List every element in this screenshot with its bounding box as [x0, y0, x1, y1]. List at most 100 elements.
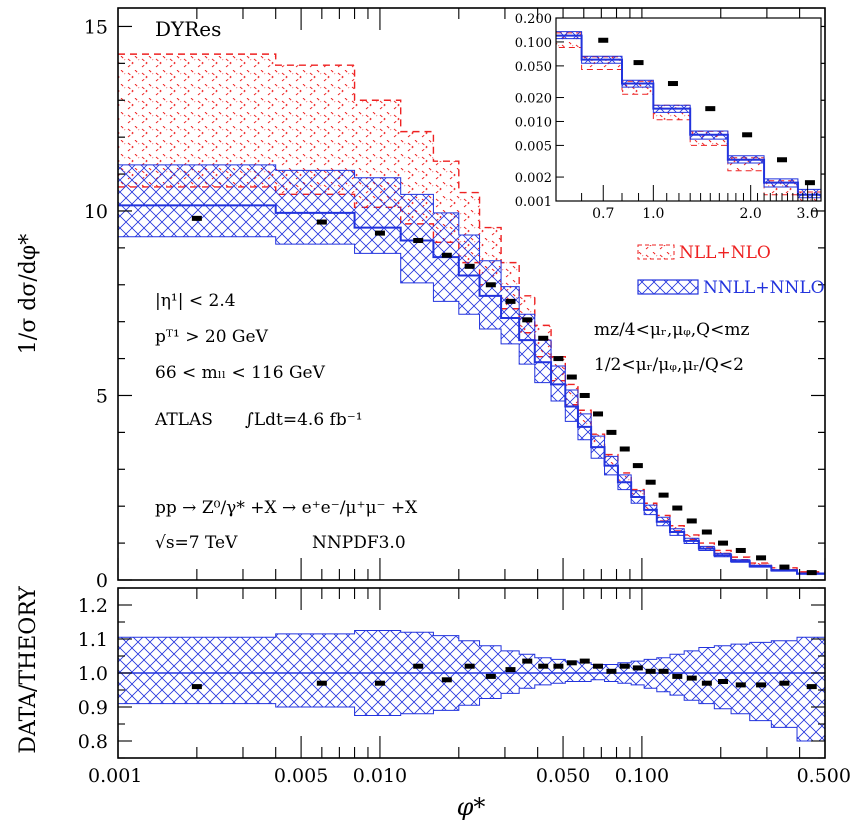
data-point: [553, 356, 564, 362]
inset-xtick-label: 0.7: [592, 206, 614, 222]
ratio-nnll-nnlo-band: [118, 630, 825, 742]
ratio-ylabel: DATA/THEORY: [16, 586, 41, 754]
ratio-data-point: [779, 680, 790, 686]
inset-nnll-nnlo-central-line: [556, 34, 821, 196]
ratio-data-point: [538, 663, 549, 669]
scale-range-2: 1/2<μᵣ/μᵩ,μᵣ/Q<2: [594, 355, 744, 375]
ratio-data-point: [701, 680, 712, 686]
data-point: [756, 555, 767, 561]
inset-ytick-label: 0.005: [515, 139, 552, 154]
inset-data-point: [633, 60, 644, 66]
nnll-nnlo-central-line: [118, 204, 825, 575]
ratio-xlabel: φ*: [457, 793, 486, 821]
ratio-ytick-label: 0.8: [78, 731, 108, 753]
ratio-ytick-label: 0.9: [78, 697, 108, 719]
main-ytick-label: 5: [96, 385, 108, 407]
data-point: [316, 219, 327, 225]
eta-cut-label: |η¹| < 2.4: [155, 291, 236, 311]
inset-ytick-label: 0.050: [515, 60, 552, 75]
inset-ytick-label: 0.010: [515, 115, 552, 130]
ratio-data-point: [485, 673, 496, 679]
main-ylabel: 1/σ dσ/dφ*: [16, 234, 41, 354]
data-point: [672, 505, 683, 511]
ratio-data-point: [441, 677, 452, 683]
ratio-data-point: [566, 660, 577, 666]
ratio-data-point: [632, 665, 643, 671]
inset-data-point: [667, 81, 678, 87]
process-label: pp → Z⁰/γ* +X → e⁺e⁻/μ⁺μ⁻ +X: [155, 498, 418, 518]
ratio-data-point: [672, 673, 683, 679]
data-point: [505, 298, 516, 304]
ratio-data-point: [191, 684, 202, 690]
ratio-ytick-label: 1.0: [78, 663, 108, 685]
data-point: [191, 215, 202, 221]
ratio-data-point: [619, 663, 630, 669]
ratio-data-point: [374, 680, 385, 686]
inset-ytick-label: 0.020: [515, 92, 552, 107]
inset-ytick-label: 0.100: [515, 36, 552, 51]
ratio-ytick-label: 1.1: [78, 629, 108, 651]
main-plot-panel: 0 5 10 15 DYRes 1/σ dσ/dφ* NLL+NLO NNLL+NNL…: [16, 7, 826, 592]
data-point: [566, 374, 577, 380]
inset-xtick-label: 3.0: [796, 206, 818, 222]
nll-nlo-upper-edge: [118, 53, 825, 573]
data-point: [619, 446, 630, 452]
ratio-data-point: [686, 675, 697, 681]
data-point: [686, 518, 697, 524]
data-point: [485, 282, 496, 288]
ratio-data-point: [606, 668, 617, 674]
ratio-xtick-label: 0.100: [615, 765, 669, 787]
scale-range-1: mᴢ/4<μᵣ,μᵩ,Q<mᴢ: [594, 320, 749, 340]
data-point: [579, 392, 590, 398]
ratio-data-point: [522, 658, 533, 664]
data-point: [464, 263, 475, 269]
inset-ytick-label: 0.200: [515, 12, 552, 27]
ratio-data-point: [505, 667, 516, 673]
data-point: [806, 570, 817, 576]
data-point: [645, 479, 656, 485]
data-point: [701, 529, 712, 535]
ratio-plot-panel: 0.8 0.9 1.0 1.1 1.2 0.001 0.005 0.010 0.050 0.10…: [16, 586, 851, 821]
ratio-data-point: [658, 668, 669, 674]
ratio-data-point: [464, 663, 475, 669]
mass-cut-label: 66 < mₗₗ < 116 GeV: [155, 363, 326, 383]
ratio-data-point: [718, 679, 729, 684]
ratio-data-point: [806, 684, 817, 690]
inset-plot-frame: [555, 17, 822, 202]
data-point: [593, 411, 604, 417]
ratio-data-point: [413, 663, 424, 669]
data-point: [374, 230, 385, 236]
ratio-data-point: [316, 680, 327, 686]
inset-plot-panel: 0.001 0.002 0.005 0.010 0.020 0.050 0.100 0.200…: [515, 12, 822, 222]
main-plot-frame: [117, 7, 826, 581]
main-ytick-label: 10: [84, 201, 108, 223]
ratio-data-point: [645, 668, 656, 674]
data-point: [441, 252, 452, 258]
data-point: [606, 429, 617, 435]
ratio-ytick-label: 1.2: [78, 595, 108, 617]
data-point: [413, 237, 424, 243]
legend-label-nnll: NNLL+NNLO: [703, 278, 825, 298]
main-ytick-label: 0: [96, 570, 108, 592]
legend-swatch-nnll: [637, 279, 699, 295]
experiment-label: ATLAS: [154, 410, 213, 430]
legend: NLL+NLO NNLL+NNLO: [637, 243, 825, 298]
luminosity-label: ∫Ldt=4.6 fb⁻¹: [245, 410, 363, 430]
ratio-xtick-label: 0.010: [353, 765, 407, 787]
inset-data-point: [598, 37, 609, 43]
program-label: DYRes: [155, 17, 221, 41]
legend-swatch-nll: [637, 244, 675, 260]
legend-label-nll: NLL+NLO: [679, 243, 771, 263]
ratio-xtick-label: 0.050: [536, 765, 590, 787]
main-ytick-label: 15: [84, 16, 108, 38]
data-point: [522, 317, 533, 323]
inset-ytick-label: 0.001: [515, 195, 552, 210]
data-point: [735, 547, 746, 553]
inset-data-point: [705, 106, 716, 112]
ratio-xtick-label: 0.005: [274, 765, 328, 787]
pt-cut-label: pᵀ¹ > 20 GeV: [155, 327, 269, 347]
inset-xtick-label: 1.0: [642, 206, 664, 222]
ratio-xtick-label: 0.001: [88, 765, 142, 787]
inset-ytick-label: 0.002: [515, 171, 552, 186]
